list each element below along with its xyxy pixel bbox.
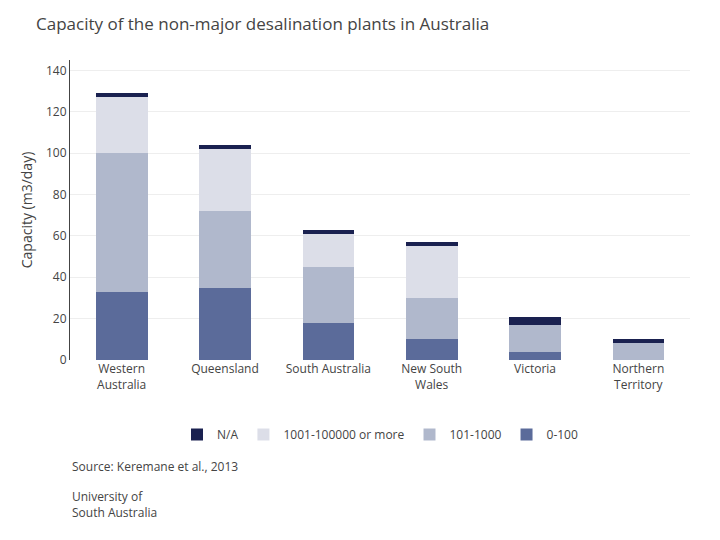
svg-text:60: 60 (53, 227, 67, 244)
svg-text:WesternAustralia: WesternAustralia (97, 360, 146, 393)
svg-text:101-1000: 101-1000 (450, 426, 502, 443)
svg-text:120: 120 (46, 103, 67, 120)
svg-text:40: 40 (53, 268, 67, 285)
svg-text:South Australia: South Australia (286, 360, 371, 377)
svg-text:80: 80 (53, 186, 67, 203)
svg-text:0: 0 (60, 351, 67, 368)
svg-text:NorthernTerritory: NorthernTerritory (612, 360, 664, 393)
svg-text:20: 20 (53, 310, 67, 327)
svg-text:New SouthWales: New SouthWales (401, 360, 462, 393)
svg-text:Victoria: Victoria (514, 360, 556, 377)
svg-text:140: 140 (46, 62, 67, 79)
svg-text:100: 100 (46, 144, 67, 161)
svg-text:Capacity (m3/day): Capacity (m3/day) (17, 152, 36, 269)
svg-text:Queensland: Queensland (191, 360, 259, 377)
svg-text:1001-100000 or more: 1001-100000 or more (283, 426, 404, 443)
svg-text:N/A: N/A (217, 426, 238, 443)
svg-text:0-100: 0-100 (547, 426, 578, 443)
svg-text:Source: Keremane et al., 2013: Source: Keremane et al., 2013 (72, 458, 238, 475)
svg-text:Capacity of the non-major desa: Capacity of the non-major desalination p… (36, 12, 489, 35)
svg-text:University ofSouth Australia: University ofSouth Australia (72, 488, 157, 521)
